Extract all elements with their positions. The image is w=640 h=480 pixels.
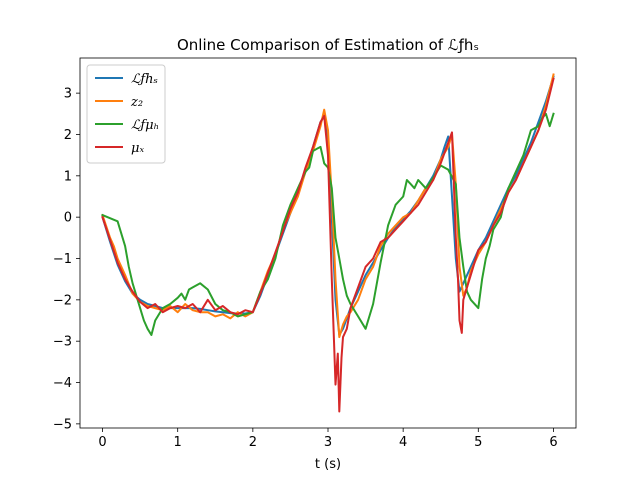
x-axis: 0 1 2 3 4 5 6 <box>98 428 558 450</box>
y-axis: −5 −4 −3 −2 −1 0 1 2 3 <box>53 87 80 432</box>
y-tick-label: −4 <box>53 376 72 391</box>
y-tick-label: −2 <box>53 293 72 308</box>
legend: ℒƒhₛ z₂ ℒƒμₕ μₓ <box>86 64 166 164</box>
x-tick-label: 4 <box>399 435 407 450</box>
series-line-2 <box>101 73 555 339</box>
x-tick-label: 5 <box>474 435 482 450</box>
legend-label-4: μₓ <box>131 141 144 156</box>
y-tick-label: 0 <box>64 211 72 226</box>
y-tick-label: −1 <box>53 252 72 267</box>
x-axis-label: t (s) <box>315 457 341 472</box>
y-tick-label: 1 <box>64 169 72 184</box>
x-tick-label: 3 <box>324 435 332 450</box>
y-tick-label: −3 <box>53 335 72 350</box>
x-tick-label: 1 <box>174 435 182 450</box>
series-line-4 <box>101 77 555 413</box>
x-tick-label: 6 <box>549 435 557 450</box>
series-line-3 <box>101 112 555 336</box>
legend-box <box>86 64 166 164</box>
legend-label-1: ℒƒhₛ <box>131 72 158 87</box>
legend-label-2: z₂ <box>130 95 143 110</box>
chart-title: Online Comparison of Estimation of ℒƒhₛ <box>177 36 479 54</box>
y-tick-label: 3 <box>64 87 72 102</box>
x-tick-label: 0 <box>98 435 106 450</box>
series-line-1 <box>101 75 555 336</box>
x-tick-label: 2 <box>249 435 257 450</box>
legend-label-3: ℒƒμₕ <box>131 118 159 133</box>
y-tick-label: 2 <box>64 128 72 143</box>
y-tick-label: −5 <box>53 417 72 432</box>
series-layer <box>101 73 555 413</box>
